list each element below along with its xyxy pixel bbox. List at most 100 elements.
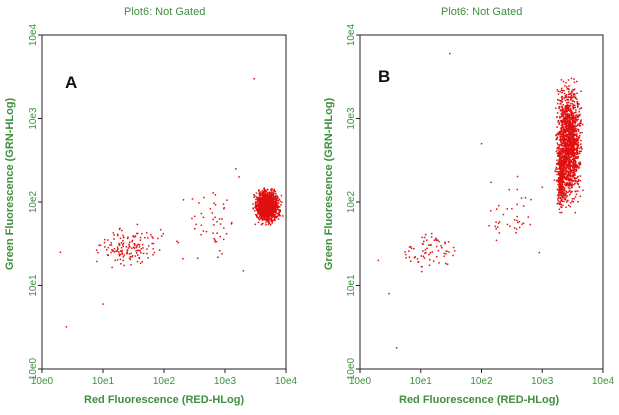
data-point xyxy=(272,215,274,217)
data-point xyxy=(558,192,560,194)
data-point xyxy=(568,153,570,156)
data-point xyxy=(573,177,576,180)
data-point xyxy=(559,154,562,156)
data-point xyxy=(275,211,277,213)
data-point xyxy=(140,248,143,250)
data-point xyxy=(557,134,560,136)
data-point xyxy=(560,183,562,186)
data-point xyxy=(115,250,118,252)
data-point xyxy=(575,170,577,173)
data-point xyxy=(571,184,573,186)
data-point xyxy=(139,250,141,252)
data-point xyxy=(162,233,165,235)
data-point xyxy=(577,157,579,159)
data-point xyxy=(122,240,124,242)
data-point xyxy=(571,175,574,178)
data-point xyxy=(267,204,270,207)
data-point xyxy=(262,195,264,197)
y-tick-label: 10e3 xyxy=(28,107,39,130)
data-point xyxy=(572,167,575,170)
y-tick-label: 10e0 xyxy=(28,357,39,380)
data-point xyxy=(569,189,571,192)
data-point xyxy=(413,256,416,259)
data-point xyxy=(275,193,277,195)
data-point xyxy=(265,205,267,208)
data-point xyxy=(564,173,567,175)
data-point xyxy=(565,149,567,151)
data-point xyxy=(567,204,570,207)
data-point xyxy=(567,191,569,194)
data-point xyxy=(569,161,572,163)
data-point xyxy=(270,202,272,205)
data-point xyxy=(265,206,268,209)
data-point xyxy=(569,130,571,133)
data-point xyxy=(568,178,570,181)
data-point xyxy=(573,169,576,171)
data-point xyxy=(275,205,277,207)
data-point xyxy=(268,217,270,219)
data-point xyxy=(553,179,556,181)
data-point xyxy=(272,194,275,197)
data-point xyxy=(561,196,564,199)
data-point xyxy=(131,255,134,257)
data-point xyxy=(563,167,566,169)
data-point xyxy=(176,240,178,243)
data-point xyxy=(558,145,561,148)
data-point xyxy=(563,154,565,157)
data-point xyxy=(266,201,269,204)
data-point xyxy=(567,141,570,143)
data-point xyxy=(572,131,574,134)
data-point xyxy=(571,153,573,156)
data-point xyxy=(569,166,572,168)
data-point xyxy=(578,108,581,110)
data-point xyxy=(555,133,558,136)
data-point xyxy=(280,204,282,206)
data-point xyxy=(559,172,562,174)
data-point xyxy=(568,118,571,121)
data-point xyxy=(444,242,446,245)
data-point xyxy=(564,193,567,196)
data-point xyxy=(562,80,565,83)
data-point xyxy=(569,120,572,123)
data-point xyxy=(263,202,265,205)
data-point xyxy=(563,165,565,168)
data-point xyxy=(144,236,146,239)
data-point xyxy=(566,174,569,177)
data-point xyxy=(219,223,222,225)
data-point xyxy=(580,119,582,121)
data-point xyxy=(574,118,577,120)
data-point xyxy=(263,189,266,192)
data-point xyxy=(564,119,566,122)
data-point xyxy=(266,197,269,200)
data-point xyxy=(577,115,579,117)
data-point xyxy=(255,207,258,209)
data-point xyxy=(561,161,563,164)
data-point xyxy=(572,104,575,106)
data-point xyxy=(420,255,423,257)
data-point xyxy=(560,143,562,145)
data-point xyxy=(577,190,579,192)
x-tick-label: 10e3 xyxy=(531,376,554,387)
data-point xyxy=(577,128,580,131)
data-point xyxy=(570,180,573,182)
data-point xyxy=(520,197,523,199)
data-point xyxy=(269,205,272,207)
data-point xyxy=(230,223,233,225)
data-point xyxy=(559,188,562,191)
data-point xyxy=(564,178,566,180)
data-point xyxy=(560,124,563,126)
data-point xyxy=(568,131,570,134)
data-point xyxy=(558,172,560,175)
data-point xyxy=(424,233,427,236)
data-point xyxy=(558,152,561,155)
data-point xyxy=(563,142,566,144)
data-point xyxy=(559,132,562,134)
data-point xyxy=(266,215,269,218)
data-point xyxy=(126,251,128,254)
data-point xyxy=(565,157,568,159)
data-point xyxy=(265,215,268,218)
data-point xyxy=(565,196,567,199)
data-point xyxy=(258,213,261,216)
data-point xyxy=(568,162,571,165)
data-point xyxy=(567,163,570,166)
